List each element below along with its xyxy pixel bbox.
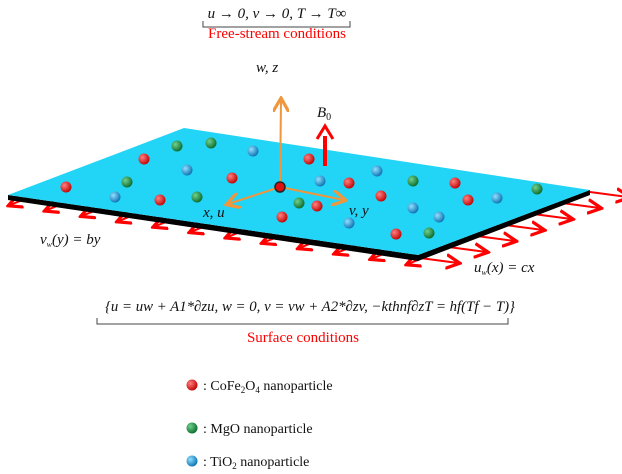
u-stretch-arrow — [589, 192, 622, 197]
cofe2o4-particle — [390, 228, 402, 240]
tio2-particle — [343, 217, 355, 229]
mgo-particle — [423, 227, 435, 239]
y-axis-arrow — [279, 186, 344, 200]
legend-tio2-label: : TiO2 nanoparticle — [203, 455, 309, 471]
tio2-particle — [247, 145, 259, 157]
x-u-axis-label: x, u — [202, 205, 225, 221]
surface-equation: {u = uw + A1*∂zu, w = 0, v = vw + A2*∂zv… — [105, 299, 515, 315]
cofe2o4-particle — [276, 211, 288, 223]
tio2-particle — [314, 175, 326, 187]
mgo-particle — [531, 183, 543, 195]
v-y-axis-label: v, y — [349, 203, 369, 219]
tio2-particle — [407, 202, 419, 214]
legend-mgo-label: : MgO nanoparticle — [203, 422, 313, 437]
surface-label: Surface conditions — [247, 330, 359, 346]
tio2-particle — [109, 191, 121, 203]
w-z-axis-label: w, z — [256, 60, 278, 76]
cofe2o4-particle — [375, 190, 387, 202]
u-stretch-arrow — [419, 258, 458, 263]
z-axis-arrow — [280, 100, 281, 188]
magnetic-field-label: B0 — [317, 105, 331, 123]
mgo-particle — [205, 137, 217, 149]
u-wall-label: uw(x) = cx — [474, 260, 535, 277]
cofe2o4-particle — [449, 177, 461, 189]
cofe2o4-particle — [154, 194, 166, 206]
free-stream-equation: u → 0, v → 0, T → T∞ — [208, 6, 347, 22]
mgo-particle — [407, 175, 419, 187]
cofe2o4-particle — [60, 181, 72, 193]
surface-bracket — [96, 318, 509, 325]
magnetic-field-arrowhead — [315, 123, 335, 140]
legend-tio2-marker — [186, 455, 198, 467]
nanoparticles — [60, 137, 543, 240]
tio2-particle — [181, 164, 193, 176]
u-stretch-arrow — [448, 247, 486, 252]
cofe2o4-particle — [343, 177, 355, 189]
cofe2o4-particle — [462, 194, 474, 206]
u-stretch-arrow — [533, 214, 571, 219]
mgo-particle — [171, 140, 183, 152]
legend-mgo-marker — [186, 422, 198, 434]
free-stream-label: Free-stream conditions — [208, 26, 346, 42]
x-axis-arrow — [228, 186, 281, 204]
cofe2o4-particle — [226, 172, 238, 184]
u-stretch-arrow — [476, 236, 515, 241]
u-stretch-arrow — [561, 203, 600, 208]
origin-point — [274, 181, 286, 193]
cofe2o4-particle — [303, 153, 315, 165]
mgo-particle — [293, 197, 305, 209]
tio2-particle — [433, 211, 445, 223]
legend-cofe2o4-marker — [186, 379, 198, 391]
legend-cofe2o4-label: : CoFe2O4 nanoparticle — [203, 379, 333, 395]
cofe2o4-particle — [138, 153, 150, 165]
free-stream-bracket — [202, 21, 351, 28]
v-wall-label: vw(y) = by — [40, 232, 101, 249]
tio2-particle — [371, 165, 383, 177]
mgo-particle — [191, 191, 203, 203]
mgo-particle — [121, 176, 133, 188]
legend: : CoFe2O4 nanoparticle : MgO nanoparticl… — [186, 379, 333, 471]
tio2-particle — [491, 192, 503, 204]
cofe2o4-particle — [311, 200, 323, 212]
u-stretch-arrow — [504, 225, 543, 230]
